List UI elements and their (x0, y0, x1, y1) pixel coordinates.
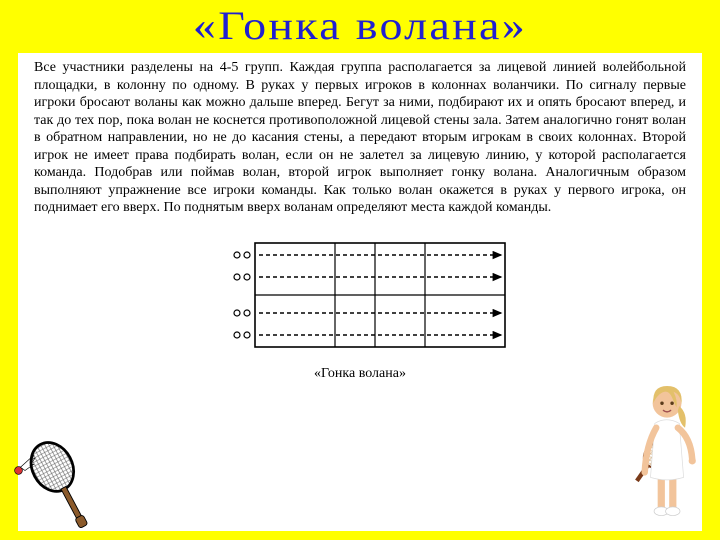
content-card: Все участники разделены на 4-5 групп. Ка… (18, 53, 702, 531)
racket-icon (26, 437, 100, 537)
player-icon (626, 365, 698, 525)
diagram-area: «Гонка волана» (34, 235, 686, 382)
court-diagram (205, 235, 515, 355)
diagram-caption: «Гонка волана» (34, 366, 686, 382)
body-text: Все участники разделены на 4-5 групп. Ка… (34, 59, 686, 217)
page-title: «Гонка волана» (0, 0, 720, 53)
